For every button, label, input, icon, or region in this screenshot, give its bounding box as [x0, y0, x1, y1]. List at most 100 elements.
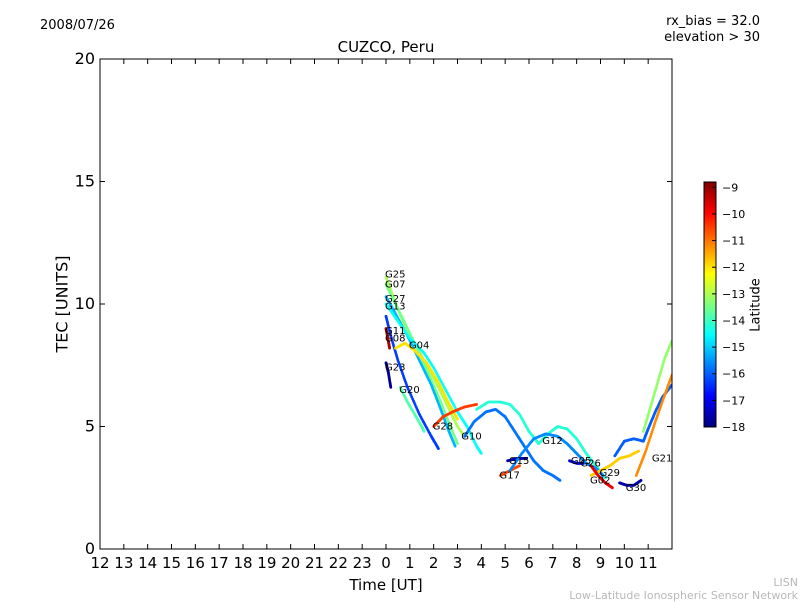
data-point: [647, 441, 650, 444]
x-tick-label: 17: [210, 554, 229, 572]
satellite-label: G29: [600, 468, 620, 479]
x-tick-label: 22: [329, 554, 348, 572]
x-tick-label: 7: [548, 554, 558, 572]
x-tick-label: 6: [524, 554, 534, 572]
colorbar-tick-label: −16: [722, 368, 745, 381]
series-unlabeled: [634, 373, 672, 477]
x-tick-label: 5: [500, 554, 510, 572]
data-point: [647, 439, 651, 442]
data-point: [637, 449, 640, 453]
satellite-label: G04: [409, 341, 429, 352]
data-point: [648, 437, 652, 440]
colorbar-tick-label: −9: [722, 181, 738, 194]
satellite-label: G17: [499, 471, 519, 482]
data-point: [601, 474, 605, 477]
colorbar-tick-label: −11: [722, 235, 745, 248]
x-tick-label: 19: [257, 554, 276, 572]
series-g10: [463, 408, 562, 482]
satellite-label: G20: [399, 385, 419, 396]
data-point: [652, 424, 656, 428]
data-point: [437, 447, 440, 450]
data-point: [475, 403, 478, 406]
satellite-label: G11: [385, 326, 405, 337]
satellite-label: G07: [385, 279, 405, 290]
series-g05: [568, 459, 586, 465]
settings-info: rx_bias = 32.0 elevation > 30: [664, 14, 760, 46]
colorbar: [703, 181, 717, 428]
x-tick-label: 14: [138, 554, 157, 572]
x-tick-label: 3: [453, 554, 463, 572]
data-point: [644, 449, 648, 453]
data-point: [611, 486, 614, 490]
series-g02: [589, 464, 614, 490]
data-point: [651, 426, 655, 430]
x-tick-label: 20: [281, 554, 300, 572]
x-tick-label: 11: [639, 554, 658, 572]
colorbar-tick-label: −14: [722, 314, 745, 327]
data-point: [653, 422, 656, 426]
series-g30: [618, 479, 643, 487]
satellite-label: G10: [461, 431, 481, 442]
data-point: [650, 430, 654, 434]
satellite-label: G28: [433, 422, 453, 433]
data-point: [388, 346, 391, 350]
data-point: [649, 432, 653, 436]
series-g04: [394, 341, 459, 421]
series-g23: [384, 361, 393, 389]
series-g13: [384, 302, 483, 455]
rx-bias-label: rx_bias = 32.0: [666, 14, 760, 29]
satellite-label: G02: [590, 475, 610, 486]
colorbar-tick-label: −10: [722, 208, 745, 221]
data-point: [518, 464, 521, 468]
x-tick-label: 12: [90, 554, 109, 572]
data-point: [603, 476, 607, 480]
series-g26: [508, 432, 605, 477]
series-g20: [398, 385, 426, 433]
data-point: [645, 447, 648, 451]
series-unlabeled: [642, 339, 672, 433]
x-tick-label: 21: [305, 554, 324, 572]
x-tick-label: 9: [596, 554, 606, 572]
satellite-label: G26: [580, 458, 600, 469]
data-point: [558, 479, 562, 482]
data-point: [646, 443, 650, 447]
data-point: [422, 430, 426, 433]
elevation-label: elevation > 30: [664, 30, 760, 45]
x-tick-label: 8: [572, 554, 582, 572]
satellite-label: G13: [385, 301, 405, 312]
chart-title: CUZCO, Peru: [337, 38, 435, 56]
satellite-label: G27: [385, 294, 405, 305]
data-point: [456, 417, 459, 421]
y-tick-label: 5: [85, 417, 95, 436]
x-tick-label: 23: [353, 554, 372, 572]
colorbar-tick-label: −15: [722, 341, 745, 354]
y-tick-label: 15: [75, 172, 95, 191]
date-label: 2008/07/26: [40, 18, 115, 33]
data-point: [453, 444, 457, 448]
data-point: [479, 452, 483, 455]
x-tick-label: 1: [405, 554, 415, 572]
data-point: [651, 428, 654, 432]
satellite-label: G25: [385, 270, 405, 281]
series-g21: [613, 383, 672, 458]
data-point: [649, 434, 652, 438]
data-point: [525, 457, 528, 460]
y-tick-label: 0: [85, 539, 95, 558]
series-g28: [432, 403, 478, 428]
x-tick-label: 2: [429, 554, 439, 572]
x-tick-label: 18: [233, 554, 252, 572]
x-axis-label: Time [UT]: [349, 576, 423, 594]
series-g29: [589, 449, 640, 477]
colorbar-tick-label: −12: [722, 261, 745, 274]
satellite-label: G05: [571, 456, 591, 467]
data-series: [384, 275, 672, 490]
x-tick-label: 10: [615, 554, 634, 572]
satellite-label: G23: [385, 363, 405, 374]
satellite-label: G21: [652, 453, 672, 464]
colorbar-tick-label: −17: [722, 394, 745, 407]
data-point: [639, 479, 643, 482]
y-tick-label: 10: [75, 294, 95, 313]
colorbar-tick-label: −18: [722, 421, 745, 434]
